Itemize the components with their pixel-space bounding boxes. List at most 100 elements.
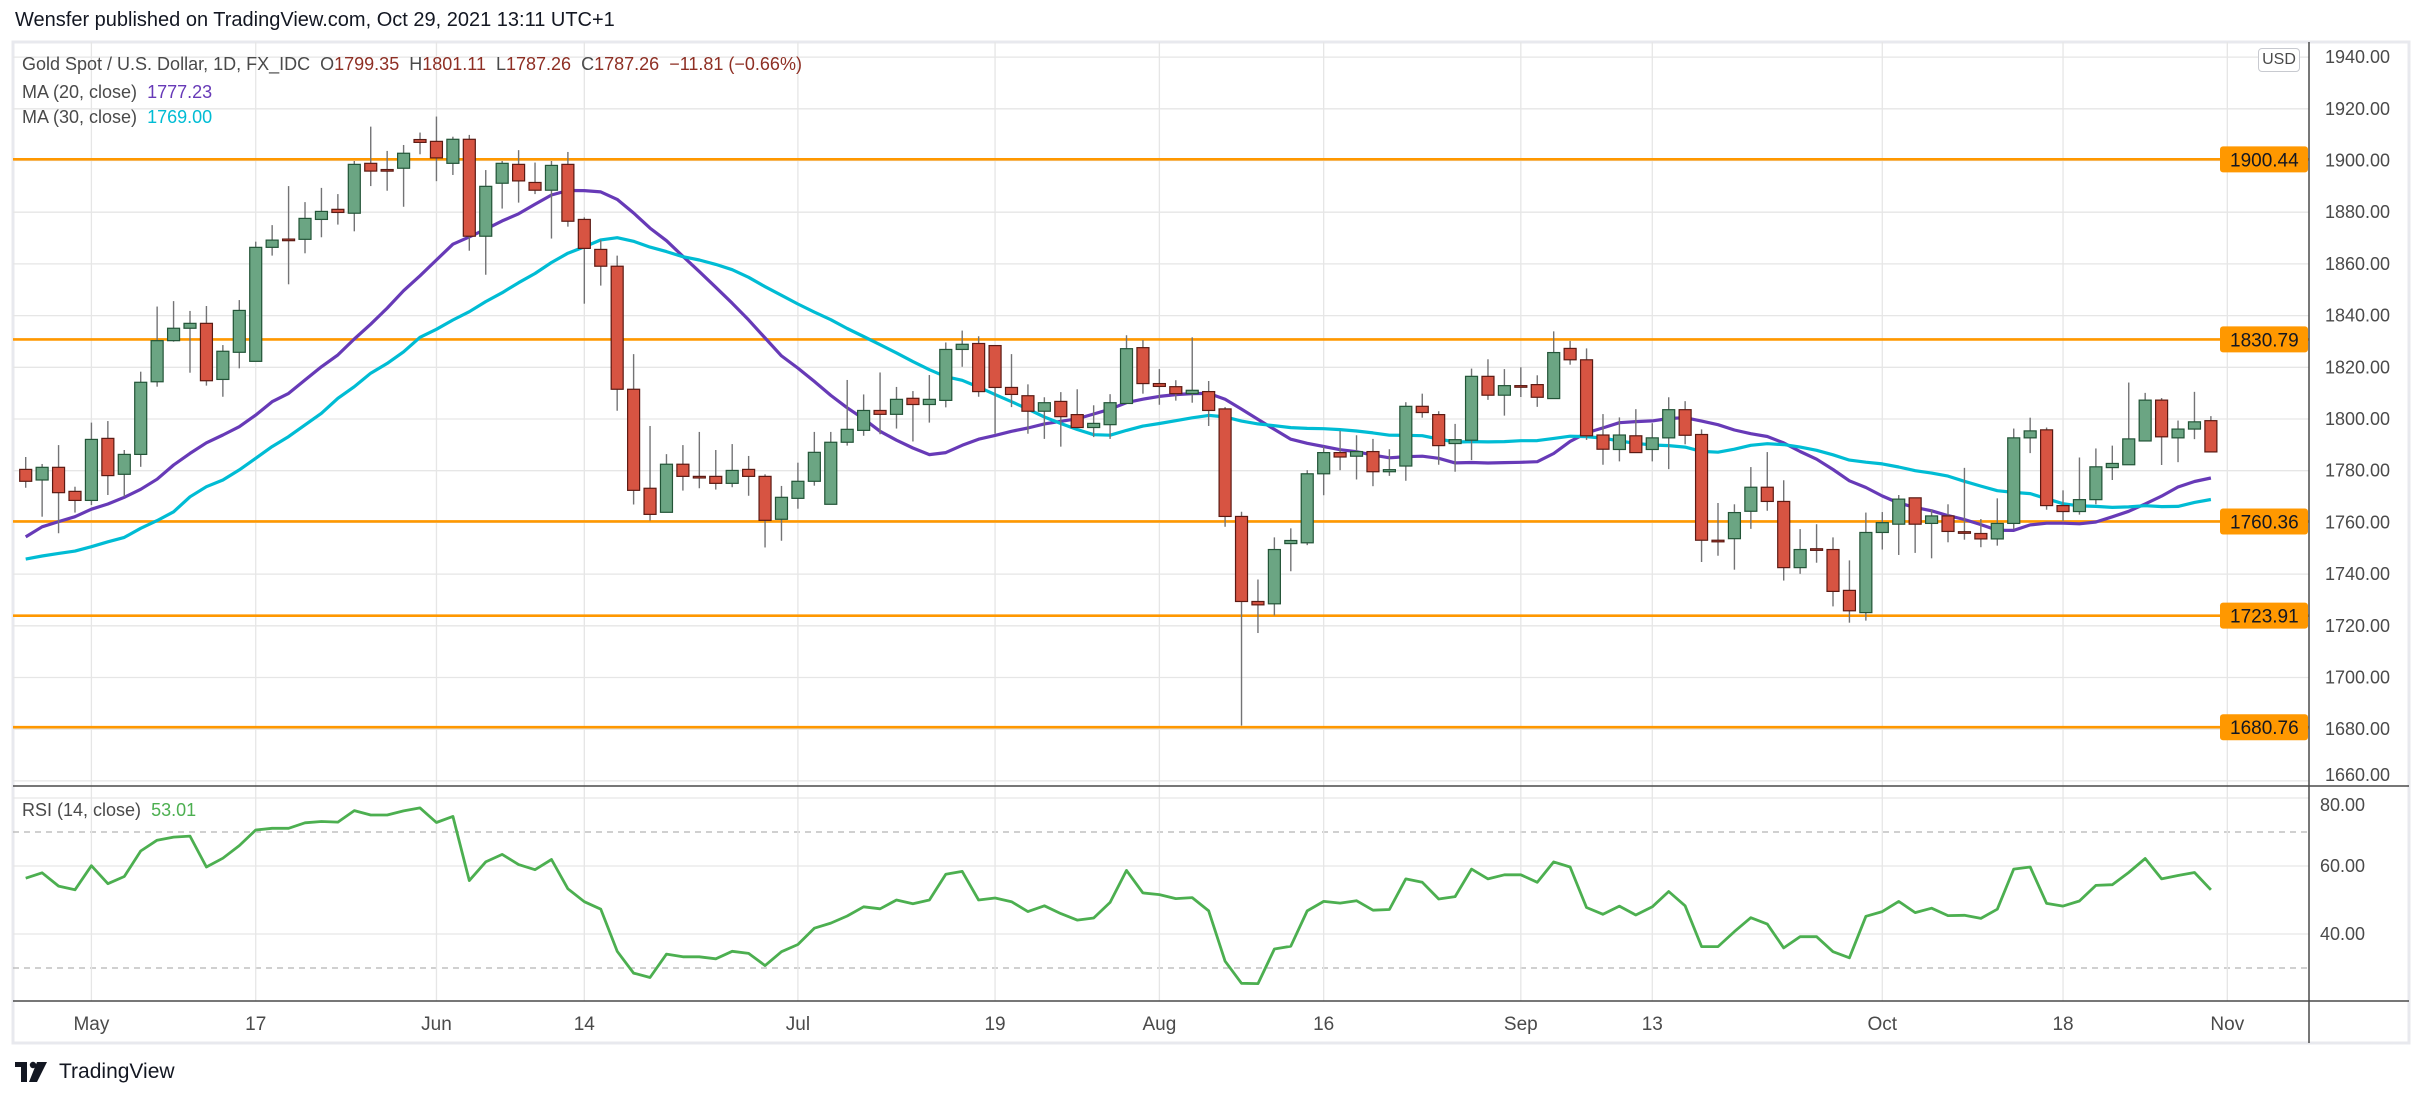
candle[interactable] — [511, 150, 526, 203]
candle[interactable] — [1054, 392, 1068, 447]
candle[interactable] — [1448, 423, 1462, 472]
candle[interactable] — [939, 342, 953, 408]
candle[interactable] — [1875, 512, 1889, 550]
candle[interactable] — [1267, 537, 1281, 616]
candle[interactable] — [873, 372, 887, 435]
candle[interactable] — [709, 450, 723, 490]
candle[interactable] — [1727, 504, 1742, 570]
symbol-legend[interactable]: Gold Spot / U.S. Dollar, 1D, FX_IDC O179… — [22, 54, 802, 75]
candle[interactable] — [19, 456, 33, 488]
level-price-badge[interactable] — [2220, 714, 2308, 741]
candle[interactable] — [1514, 367, 1528, 398]
candle[interactable] — [1859, 512, 1873, 621]
candle[interactable] — [166, 301, 181, 342]
candle[interactable] — [1021, 384, 1035, 434]
candle[interactable] — [134, 371, 148, 467]
candle[interactable] — [1957, 467, 1972, 540]
candle[interactable] — [35, 463, 49, 517]
candle[interactable] — [462, 134, 476, 251]
candle[interactable] — [1809, 524, 1824, 563]
candle[interactable] — [1317, 446, 1331, 496]
candle[interactable] — [807, 431, 821, 486]
candle[interactable] — [2089, 448, 2103, 505]
candle[interactable] — [1382, 449, 1396, 476]
candle[interactable] — [298, 202, 312, 254]
candle[interactable] — [1892, 494, 1906, 555]
candle[interactable] — [1941, 504, 1955, 543]
candle[interactable] — [1596, 414, 1610, 465]
candle[interactable] — [1711, 503, 1725, 556]
candle[interactable] — [1004, 354, 1019, 408]
candle[interactable] — [1333, 430, 1347, 471]
candle[interactable] — [1136, 340, 1150, 394]
candle[interactable] — [117, 450, 131, 497]
candle[interactable] — [281, 186, 296, 285]
candle[interactable] — [331, 194, 345, 225]
candle[interactable] — [758, 474, 772, 548]
candle[interactable] — [1251, 579, 1265, 634]
candle[interactable] — [199, 306, 214, 386]
candle[interactable] — [1481, 359, 1495, 400]
candle[interactable] — [1826, 537, 1840, 607]
candle[interactable] — [1300, 470, 1314, 546]
candle[interactable] — [725, 444, 739, 488]
price-axis[interactable]: 1940.00 1920.00 1900.00 1880.00 1860.00 1840.… — [2320, 47, 2390, 944]
candle[interactable] — [1218, 407, 1232, 527]
candle[interactable] — [2204, 416, 2218, 453]
candle[interactable] — [1530, 375, 1544, 407]
candle[interactable] — [2171, 420, 2185, 463]
candle[interactable] — [1119, 335, 1134, 405]
candle[interactable] — [676, 445, 690, 491]
candle[interactable] — [643, 425, 657, 521]
candle[interactable] — [1793, 529, 1807, 574]
candle[interactable] — [1563, 340, 1577, 365]
rsi-legend[interactable]: RSI (14, close) 53.01 — [22, 800, 196, 821]
candle[interactable] — [742, 455, 756, 496]
ma30-legend[interactable]: MA (30, close) 1769.00 — [22, 107, 212, 128]
candle[interactable] — [84, 422, 99, 506]
candle[interactable] — [955, 330, 969, 367]
candle[interactable] — [2138, 392, 2152, 442]
candle[interactable] — [1202, 380, 1216, 426]
candle[interactable] — [183, 310, 197, 373]
currency-badge[interactable]: USD — [2258, 48, 2300, 72]
candle[interactable] — [1990, 498, 2004, 546]
candle[interactable] — [1185, 337, 1199, 403]
candle[interactable] — [396, 144, 411, 207]
candle[interactable] — [2039, 427, 2054, 510]
candle[interactable] — [577, 217, 591, 304]
candle[interactable] — [232, 300, 246, 369]
candle[interactable] — [1103, 394, 1117, 439]
candle[interactable] — [2023, 417, 2037, 454]
candle[interactable] — [150, 306, 164, 387]
candle[interactable] — [1974, 519, 1988, 548]
ma20-legend[interactable]: MA (20, close) 1777.23 — [22, 82, 212, 103]
candle[interactable] — [347, 161, 361, 232]
candle[interactable] — [1399, 402, 1413, 481]
candle[interactable] — [265, 225, 279, 256]
candle[interactable] — [1432, 411, 1446, 465]
candle[interactable] — [495, 161, 509, 209]
candle[interactable] — [2007, 428, 2021, 530]
candle[interactable] — [1777, 480, 1791, 581]
candle[interactable] — [692, 431, 706, 489]
time-axis[interactable]: May 17 Jun 14 Jul 19 Aug 16 Sep 13 Oct 18 Nov — [73, 1014, 2244, 1035]
candle[interactable] — [1842, 560, 1857, 623]
candle[interactable] — [413, 132, 427, 155]
candle[interactable] — [2056, 490, 2070, 521]
candle[interactable] — [1087, 405, 1101, 438]
candle[interactable] — [1547, 331, 1561, 400]
candle[interactable] — [2187, 391, 2202, 440]
candle[interactable] — [1497, 369, 1512, 416]
candle[interactable] — [1908, 497, 1922, 553]
candle[interactable] — [1645, 423, 1659, 462]
candles[interactable] — [19, 116, 2218, 726]
horizontal-levels[interactable] — [13, 158, 2309, 729]
candle[interactable] — [528, 162, 542, 195]
candle[interactable] — [840, 379, 854, 446]
level-price-badge[interactable] — [2220, 508, 2308, 535]
candle[interactable] — [51, 445, 66, 534]
candle[interactable] — [479, 170, 493, 275]
candle[interactable] — [857, 394, 871, 436]
candle[interactable] — [1612, 417, 1627, 462]
